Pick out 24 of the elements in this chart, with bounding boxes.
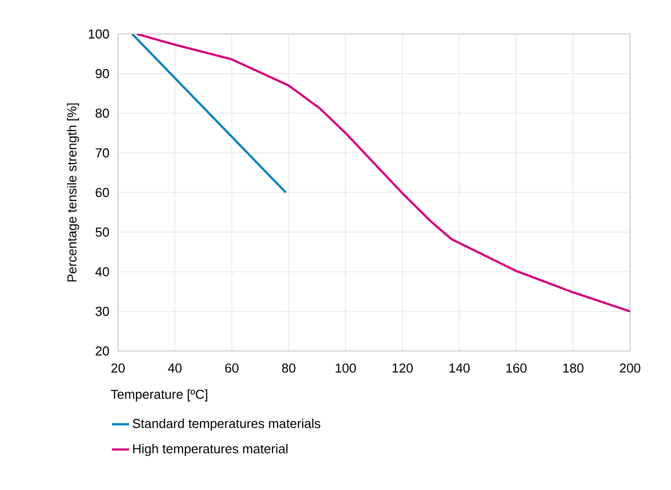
x-tick-label: 100 (336, 363, 356, 373)
x-axis-title: Temperature [ºC] (110, 389, 208, 402)
x-tick-label: 40 (168, 363, 182, 373)
x-tick-label: 120 (392, 363, 413, 373)
y-tick-label: 30 (96, 306, 109, 316)
x-tick-label: 60 (225, 363, 238, 373)
x-tick-label: 180 (563, 363, 584, 373)
y-tick-label: 70 (96, 148, 109, 158)
y-tick-label: 50 (96, 228, 109, 237)
legend-label: High temperatures material (133, 444, 288, 456)
y-tick-label: 60 (96, 188, 109, 198)
x-tick-label: 140 (450, 363, 470, 373)
y-tick-label: 20 (96, 346, 109, 356)
line-series (136, 34, 630, 312)
y-tick-label: 100 (88, 29, 109, 39)
y-tick-label: 80 (96, 108, 109, 118)
y-axis-title: Percentage tensile strength [%] (66, 103, 80, 282)
legend-label: Standard temperatures materials (132, 418, 320, 431)
y-tick-label: 90 (96, 69, 109, 78)
x-tick-label: 200 (620, 363, 640, 373)
x-tick-label: 20 (111, 363, 125, 373)
x-tick-label: 160 (506, 363, 527, 373)
x-tick-label: 80 (282, 363, 296, 373)
y-tick-label: 40 (95, 267, 109, 276)
